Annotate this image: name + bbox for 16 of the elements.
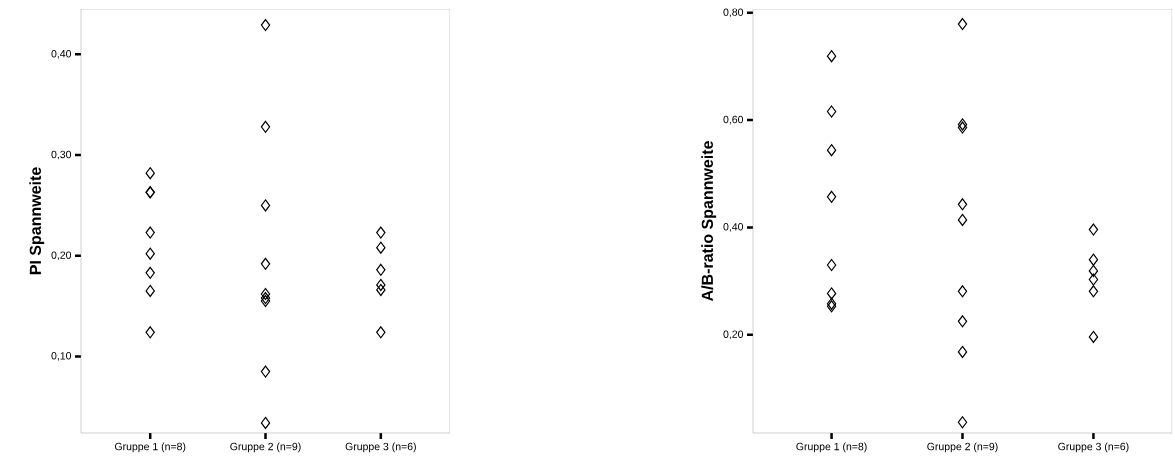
y-tick-label: 0,60 [723, 115, 744, 125]
y-tick-label: 0,20 [51, 251, 72, 261]
y-axis-title: PI Spannweite [29, 167, 45, 275]
y-axis-title: A/B-ratio Spannweite [701, 141, 717, 302]
x-tick-label: Gruppe 1 (n=8) [796, 442, 867, 453]
y-tick-label: 0,80 [723, 8, 744, 18]
x-tick-label: Gruppe 1 (n=8) [114, 442, 186, 453]
y-tick-label: 0,40 [51, 49, 72, 59]
x-tick-label: Gruppe 3 (n=6) [1058, 442, 1129, 453]
x-tick-label: Gruppe 3 (n=6) [345, 442, 416, 453]
y-tick-label: 0,10 [51, 352, 72, 361]
x-tick-label: Gruppe 2 (n=9) [230, 442, 301, 453]
y-tick-label: 0,30 [51, 150, 72, 160]
y-tick-label: 0,40 [723, 223, 744, 232]
x-tick-label: Gruppe 2 (n=9) [927, 442, 998, 453]
y-tick-label: 0,20 [723, 330, 744, 340]
